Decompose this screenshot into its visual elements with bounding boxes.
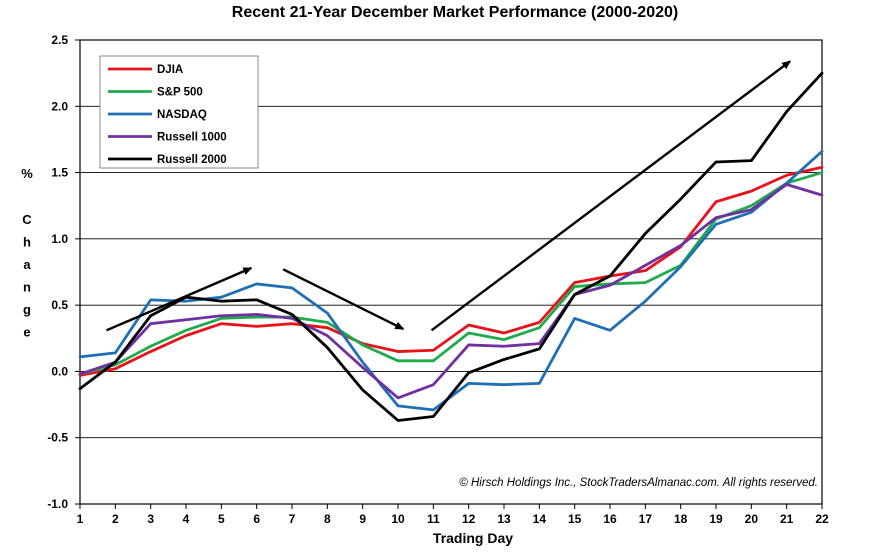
x-tick-label: 3 <box>147 512 154 526</box>
trend-arrow <box>106 266 253 332</box>
legend-label-russell-2000: Russell 2000 <box>157 154 227 166</box>
x-tick-label: 5 <box>218 512 225 526</box>
x-tick-label: 11 <box>427 512 440 526</box>
y-axis-label-symbol: % <box>21 166 33 181</box>
x-tick-label: 12 <box>462 512 476 526</box>
x-axis-ticks: 1 2 3 4 5 6 7 8 9 10 11 12 13 14 15 16 17 18 19 20 21 22 <box>77 504 829 526</box>
legend-label-nasdaq: NASDAQ <box>157 109 207 121</box>
y-tick-label: -0.5 <box>47 431 68 445</box>
x-tick-label: 17 <box>639 512 653 526</box>
x-axis-label: Trading Day <box>433 530 513 546</box>
copyright-notice: © Hirsch Holdings Inc., StockTradersAlma… <box>459 477 818 489</box>
x-tick-label: 14 <box>533 512 547 526</box>
legend-label-russell-1000: Russell 1000 <box>157 132 227 144</box>
chart-title: Recent 21-Year December Market Performan… <box>232 4 678 21</box>
x-tick-label: 19 <box>709 512 723 526</box>
x-tick-label: 9 <box>359 512 366 526</box>
x-tick-label: 22 <box>815 512 829 526</box>
legend-label-djia: DJIA <box>157 64 183 76</box>
y-tick-label: 2.5 <box>51 33 68 47</box>
x-tick-label: 20 <box>745 512 759 526</box>
trend-arrow <box>430 60 791 332</box>
y-axis-ticks: 2.5 2.0 1.5 1.0 0.5 0.0 -0.5 -1.0 <box>47 33 80 511</box>
y-tick-label: 2.0 <box>51 99 68 113</box>
y-tick-label: 1.5 <box>51 166 68 180</box>
trend-arrow <box>282 268 405 331</box>
x-tick-label: 18 <box>674 512 688 526</box>
x-tick-label: 10 <box>391 512 405 526</box>
x-tick-label: 16 <box>603 512 617 526</box>
series-line-russell-1000 <box>78 183 824 400</box>
x-tick-label: 1 <box>77 512 84 526</box>
legend-label-s-p-500: S&P 500 <box>157 87 203 99</box>
x-tick-label: 6 <box>253 512 260 526</box>
series-line-djia <box>78 165 824 377</box>
y-tick-label: 1.0 <box>51 232 68 246</box>
series-line-russell-2000 <box>78 71 824 422</box>
legend: DJIA S&P 500 NASDAQ Russell 1000 Russell 200… <box>99 55 259 169</box>
y-tick-label: -1.0 <box>47 497 68 511</box>
y-tick-label: 0.0 <box>51 364 68 378</box>
y-tick-label: 0.5 <box>51 298 68 312</box>
x-tick-label: 4 <box>183 512 190 526</box>
x-tick-label: 8 <box>324 512 331 526</box>
x-tick-label: 21 <box>780 512 794 526</box>
x-tick-label: 15 <box>568 512 582 526</box>
series-lines <box>78 71 824 422</box>
x-tick-label: 2 <box>112 512 119 526</box>
x-tick-label: 13 <box>497 512 511 526</box>
y-axis-label: % C h a n g e <box>21 166 33 340</box>
legend-box <box>99 55 259 169</box>
plot-area-border <box>79 39 823 505</box>
x-tick-label: 7 <box>289 512 296 526</box>
trend-arrows <box>106 60 791 332</box>
series-line-s-p-500 <box>78 171 824 376</box>
